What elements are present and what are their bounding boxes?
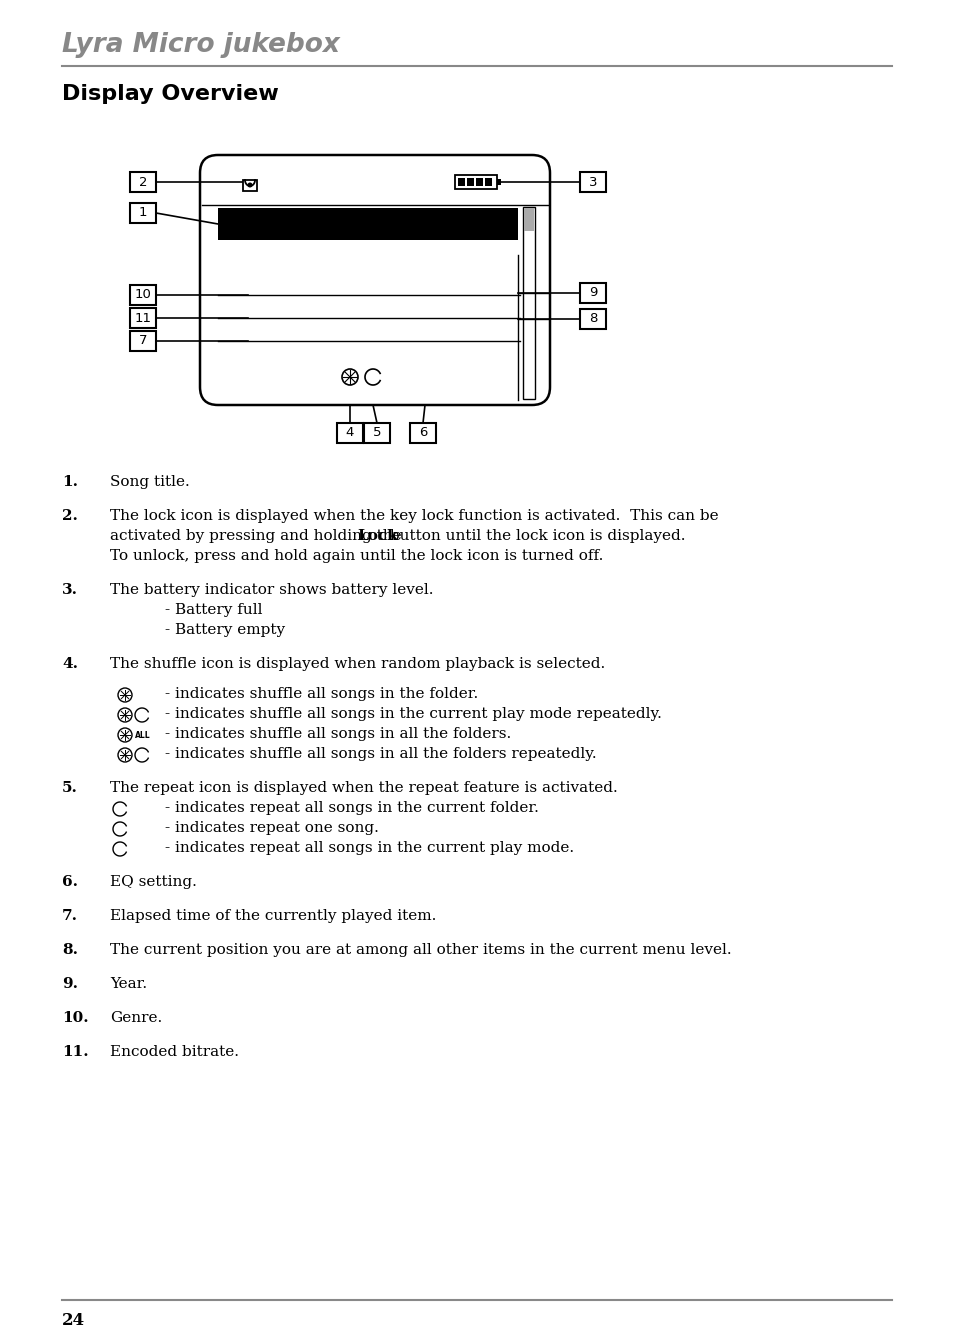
Text: 8: 8 [588, 312, 597, 326]
Text: Display Overview: Display Overview [62, 84, 278, 105]
Text: 10: 10 [134, 288, 152, 302]
Text: - indicates repeat all songs in the current play mode.: - indicates repeat all songs in the curr… [165, 842, 574, 855]
Text: ALL: ALL [135, 732, 151, 740]
Bar [455, 176, 497, 189]
Text: 11.: 11. [62, 1045, 89, 1059]
Text: 11: 11 [134, 311, 152, 324]
Text: Lyra Micro jukebox: Lyra Micro jukebox [62, 32, 339, 58]
Text: 6: 6 [418, 426, 427, 440]
Text: 6.: 6. [62, 875, 78, 888]
Bar [218, 208, 517, 240]
Bar [579, 283, 605, 303]
Bar [476, 178, 482, 186]
Text: 5: 5 [373, 426, 381, 440]
Bar [467, 178, 474, 186]
Text: button until the lock icon is displayed.: button until the lock icon is displayed. [385, 529, 685, 543]
Text: Encoded bitrate.: Encoded bitrate. [110, 1045, 239, 1059]
Text: Elapsed time of the currently played item.: Elapsed time of the currently played ite… [110, 909, 436, 923]
Circle shape [248, 184, 252, 186]
Text: - indicates shuffle all songs in all the folders repeatedly.: - indicates shuffle all songs in all the… [165, 746, 596, 761]
Bar [523, 208, 534, 230]
Bar [579, 310, 605, 330]
Text: 7.: 7. [62, 909, 78, 923]
Text: - indicates shuffle all songs in the current play mode repeatedly.: - indicates shuffle all songs in the cur… [165, 708, 661, 721]
Text: 1.: 1. [62, 474, 78, 489]
Bar [336, 423, 363, 444]
Text: 3: 3 [588, 176, 597, 189]
Text: 2: 2 [138, 176, 147, 189]
Text: 1: 1 [138, 206, 147, 220]
Text: The repeat icon is displayed when the repeat feature is activated.: The repeat icon is displayed when the re… [110, 781, 618, 795]
Bar [130, 308, 156, 328]
Text: 2.: 2. [62, 509, 78, 523]
Text: 5.: 5. [62, 781, 78, 795]
Text: 8.: 8. [62, 943, 78, 957]
Text: Lock: Lock [356, 529, 397, 543]
Text: - indicates shuffle all songs in all the folders.: - indicates shuffle all songs in all the… [165, 728, 511, 741]
Bar [130, 331, 156, 351]
Text: 4: 4 [345, 426, 354, 440]
Text: - Battery empty: - Battery empty [165, 623, 285, 636]
FancyBboxPatch shape [200, 155, 550, 405]
Bar [457, 178, 464, 186]
Text: The battery indicator shows battery level.: The battery indicator shows battery leve… [110, 583, 433, 598]
Text: - Battery full: - Battery full [165, 603, 262, 616]
Bar [579, 172, 605, 192]
Text: 4.: 4. [62, 657, 78, 671]
Bar [410, 423, 436, 444]
Bar [522, 206, 535, 399]
Bar [130, 202, 156, 222]
Text: The shuffle icon is displayed when random playback is selected.: The shuffle icon is displayed when rando… [110, 657, 604, 671]
Text: EQ setting.: EQ setting. [110, 875, 196, 888]
Text: activated by pressing and holding the: activated by pressing and holding the [110, 529, 406, 543]
Bar [497, 180, 500, 185]
Text: Year.: Year. [110, 977, 147, 992]
Text: - indicates shuffle all songs in the folder.: - indicates shuffle all songs in the fol… [165, 687, 477, 701]
Text: 3.: 3. [62, 583, 78, 598]
Bar [130, 285, 156, 306]
Text: Genre.: Genre. [110, 1010, 162, 1025]
Text: 9.: 9. [62, 977, 78, 992]
Bar [484, 178, 492, 186]
Text: To unlock, press and hold again until the lock icon is turned off.: To unlock, press and hold again until th… [110, 549, 602, 563]
Bar [243, 180, 256, 192]
Text: 7: 7 [138, 335, 147, 347]
Text: 10.: 10. [62, 1010, 89, 1025]
Text: - indicates repeat all songs in the current folder.: - indicates repeat all songs in the curr… [165, 801, 538, 815]
Text: 9: 9 [588, 287, 597, 300]
Text: Song title.: Song title. [110, 474, 190, 489]
Bar [364, 423, 390, 444]
Text: 24: 24 [62, 1312, 85, 1329]
Text: The lock icon is displayed when the key lock function is activated.  This can be: The lock icon is displayed when the key … [110, 509, 718, 523]
Text: The current position you are at among all other items in the current menu level.: The current position you are at among al… [110, 943, 731, 957]
Text: - indicates repeat one song.: - indicates repeat one song. [165, 821, 378, 835]
Bar [130, 172, 156, 192]
